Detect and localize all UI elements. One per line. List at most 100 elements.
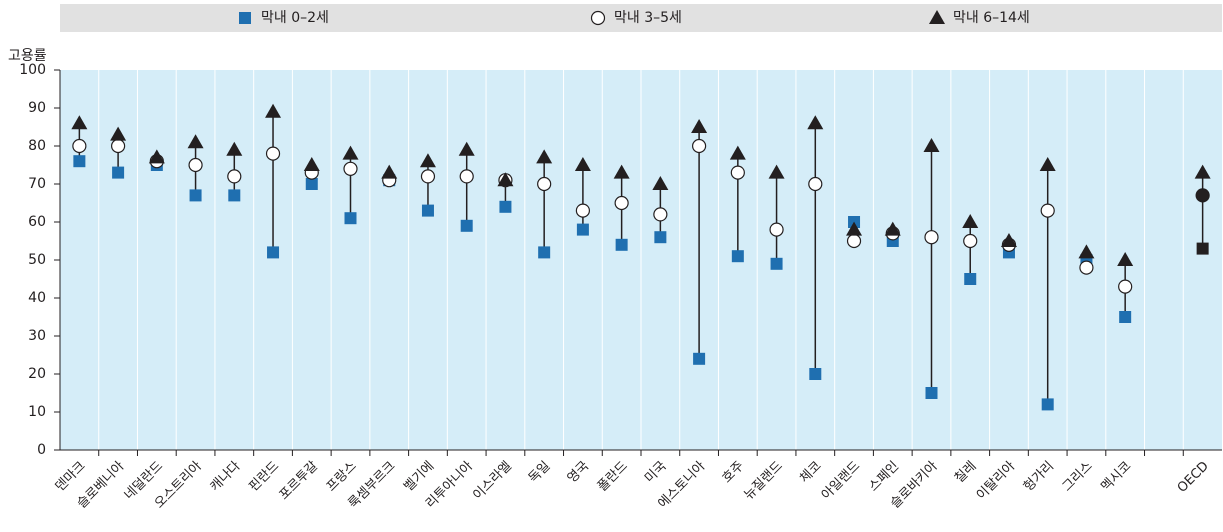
legend-label: 막내 6–14세 (953, 10, 1030, 26)
x-tick-label: 핀란드 (246, 459, 282, 495)
square-marker (576, 223, 589, 236)
triangle-marker (458, 141, 475, 156)
y-tick-label: 100 (19, 62, 46, 78)
circle-marker (343, 161, 358, 176)
x-tick-label: 이탈리아 (974, 459, 1018, 503)
circle-marker (420, 169, 436, 184)
square-marker (73, 155, 86, 168)
triangle-marker (342, 145, 359, 160)
legend-label: 막내 3–5세 (614, 10, 682, 26)
square-marker (460, 219, 473, 232)
y-tick-label: 30 (28, 328, 46, 344)
square-marker (344, 212, 357, 225)
square-marker (1041, 398, 1054, 411)
triangle-marker (768, 164, 785, 179)
circle-marker (963, 233, 978, 249)
y-tick-label: 10 (28, 404, 46, 420)
y-tick-label: 70 (28, 176, 46, 192)
circle-marker (537, 176, 552, 192)
x-tick-label: 칠레 (952, 459, 980, 487)
circle-marker (188, 157, 203, 173)
triangle-marker (1000, 233, 1017, 247)
x-tick-label: 아일랜드 (819, 459, 863, 503)
triangle-marker (303, 157, 320, 171)
square-marker (421, 204, 434, 217)
y-tick-label: 80 (28, 138, 46, 154)
x-tick-label: OECD (1175, 459, 1212, 496)
x-tick-label: 덴마크 (53, 459, 89, 495)
y-tick-label: 60 (28, 214, 46, 230)
circle-marker (691, 138, 707, 154)
x-tick-label: 이스라엘 (470, 459, 514, 503)
triangle-marker (71, 115, 88, 130)
triangle-marker (807, 115, 824, 130)
x-tick-label: 프랑스 (324, 459, 360, 495)
y-tick-label: 50 (28, 252, 46, 268)
square-marker (499, 200, 512, 213)
x-tick-label: 멕시코 (1098, 459, 1134, 495)
x-tick-label: 포르투갈 (277, 459, 321, 503)
circle-marker (1118, 279, 1133, 294)
square-marker (305, 178, 318, 190)
x-tick-label: 체코 (797, 459, 825, 487)
triangle-marker (110, 126, 127, 141)
square-marker (228, 189, 241, 202)
x-tick-label: 벨기에 (401, 459, 437, 495)
triangle-marker (1117, 252, 1134, 266)
triangle-marker (148, 149, 165, 164)
circle-marker (653, 207, 668, 222)
square-marker (809, 368, 822, 380)
y-tick-label: 0 (37, 442, 46, 458)
circle-marker (110, 138, 126, 154)
square-marker (693, 352, 706, 365)
triangle-marker (381, 164, 398, 179)
y-axis-label: 고용률 (8, 48, 47, 64)
circle-marker (265, 146, 281, 161)
legend-marker (929, 10, 945, 24)
square-marker (267, 246, 280, 259)
triangle-marker (226, 141, 243, 156)
triangle-marker (265, 103, 282, 118)
triangle-marker (1078, 244, 1095, 259)
legend-box (60, 4, 1222, 32)
square-marker (112, 166, 125, 179)
square-marker (189, 189, 202, 202)
square-marker (731, 250, 744, 263)
x-tick-label: 미국 (642, 459, 670, 487)
y-tick-label: 90 (28, 100, 46, 116)
square-marker (538, 246, 551, 259)
x-tick-label: 영국 (565, 459, 593, 487)
x-tick-label: 독일 (526, 459, 554, 487)
triangle-marker (574, 157, 591, 171)
triangle-marker (187, 134, 204, 149)
triangle-marker (497, 172, 514, 187)
triangle-marker (613, 164, 630, 179)
x-tick-label: 헝가리 (1021, 459, 1057, 495)
square-marker (925, 387, 938, 399)
triangle-marker (536, 149, 553, 164)
circle-marker (1079, 260, 1094, 275)
circle-marker (72, 138, 87, 154)
triangle-marker (962, 214, 979, 228)
square-marker (615, 238, 628, 251)
square-marker (770, 257, 783, 270)
y-tick-label: 40 (28, 290, 46, 306)
square-marker (1196, 242, 1209, 255)
triangle-marker (923, 138, 940, 152)
x-tick-label: 호주 (720, 459, 748, 487)
circle-marker (808, 176, 823, 192)
triangle-marker (884, 221, 901, 236)
square-marker (1119, 311, 1132, 323)
x-tick-label: 그리스 (1060, 459, 1096, 495)
triangle-marker (419, 153, 436, 168)
circle-marker (1040, 203, 1055, 218)
x-tick-label: 폴란드 (595, 459, 631, 495)
legend-marker (239, 12, 251, 24)
legend-label: 막내 0–2세 (261, 10, 329, 26)
square-marker (964, 273, 977, 285)
legend-marker (590, 10, 606, 26)
triangle-marker (729, 145, 746, 160)
triangle-marker (691, 119, 708, 133)
square-marker (654, 231, 667, 244)
